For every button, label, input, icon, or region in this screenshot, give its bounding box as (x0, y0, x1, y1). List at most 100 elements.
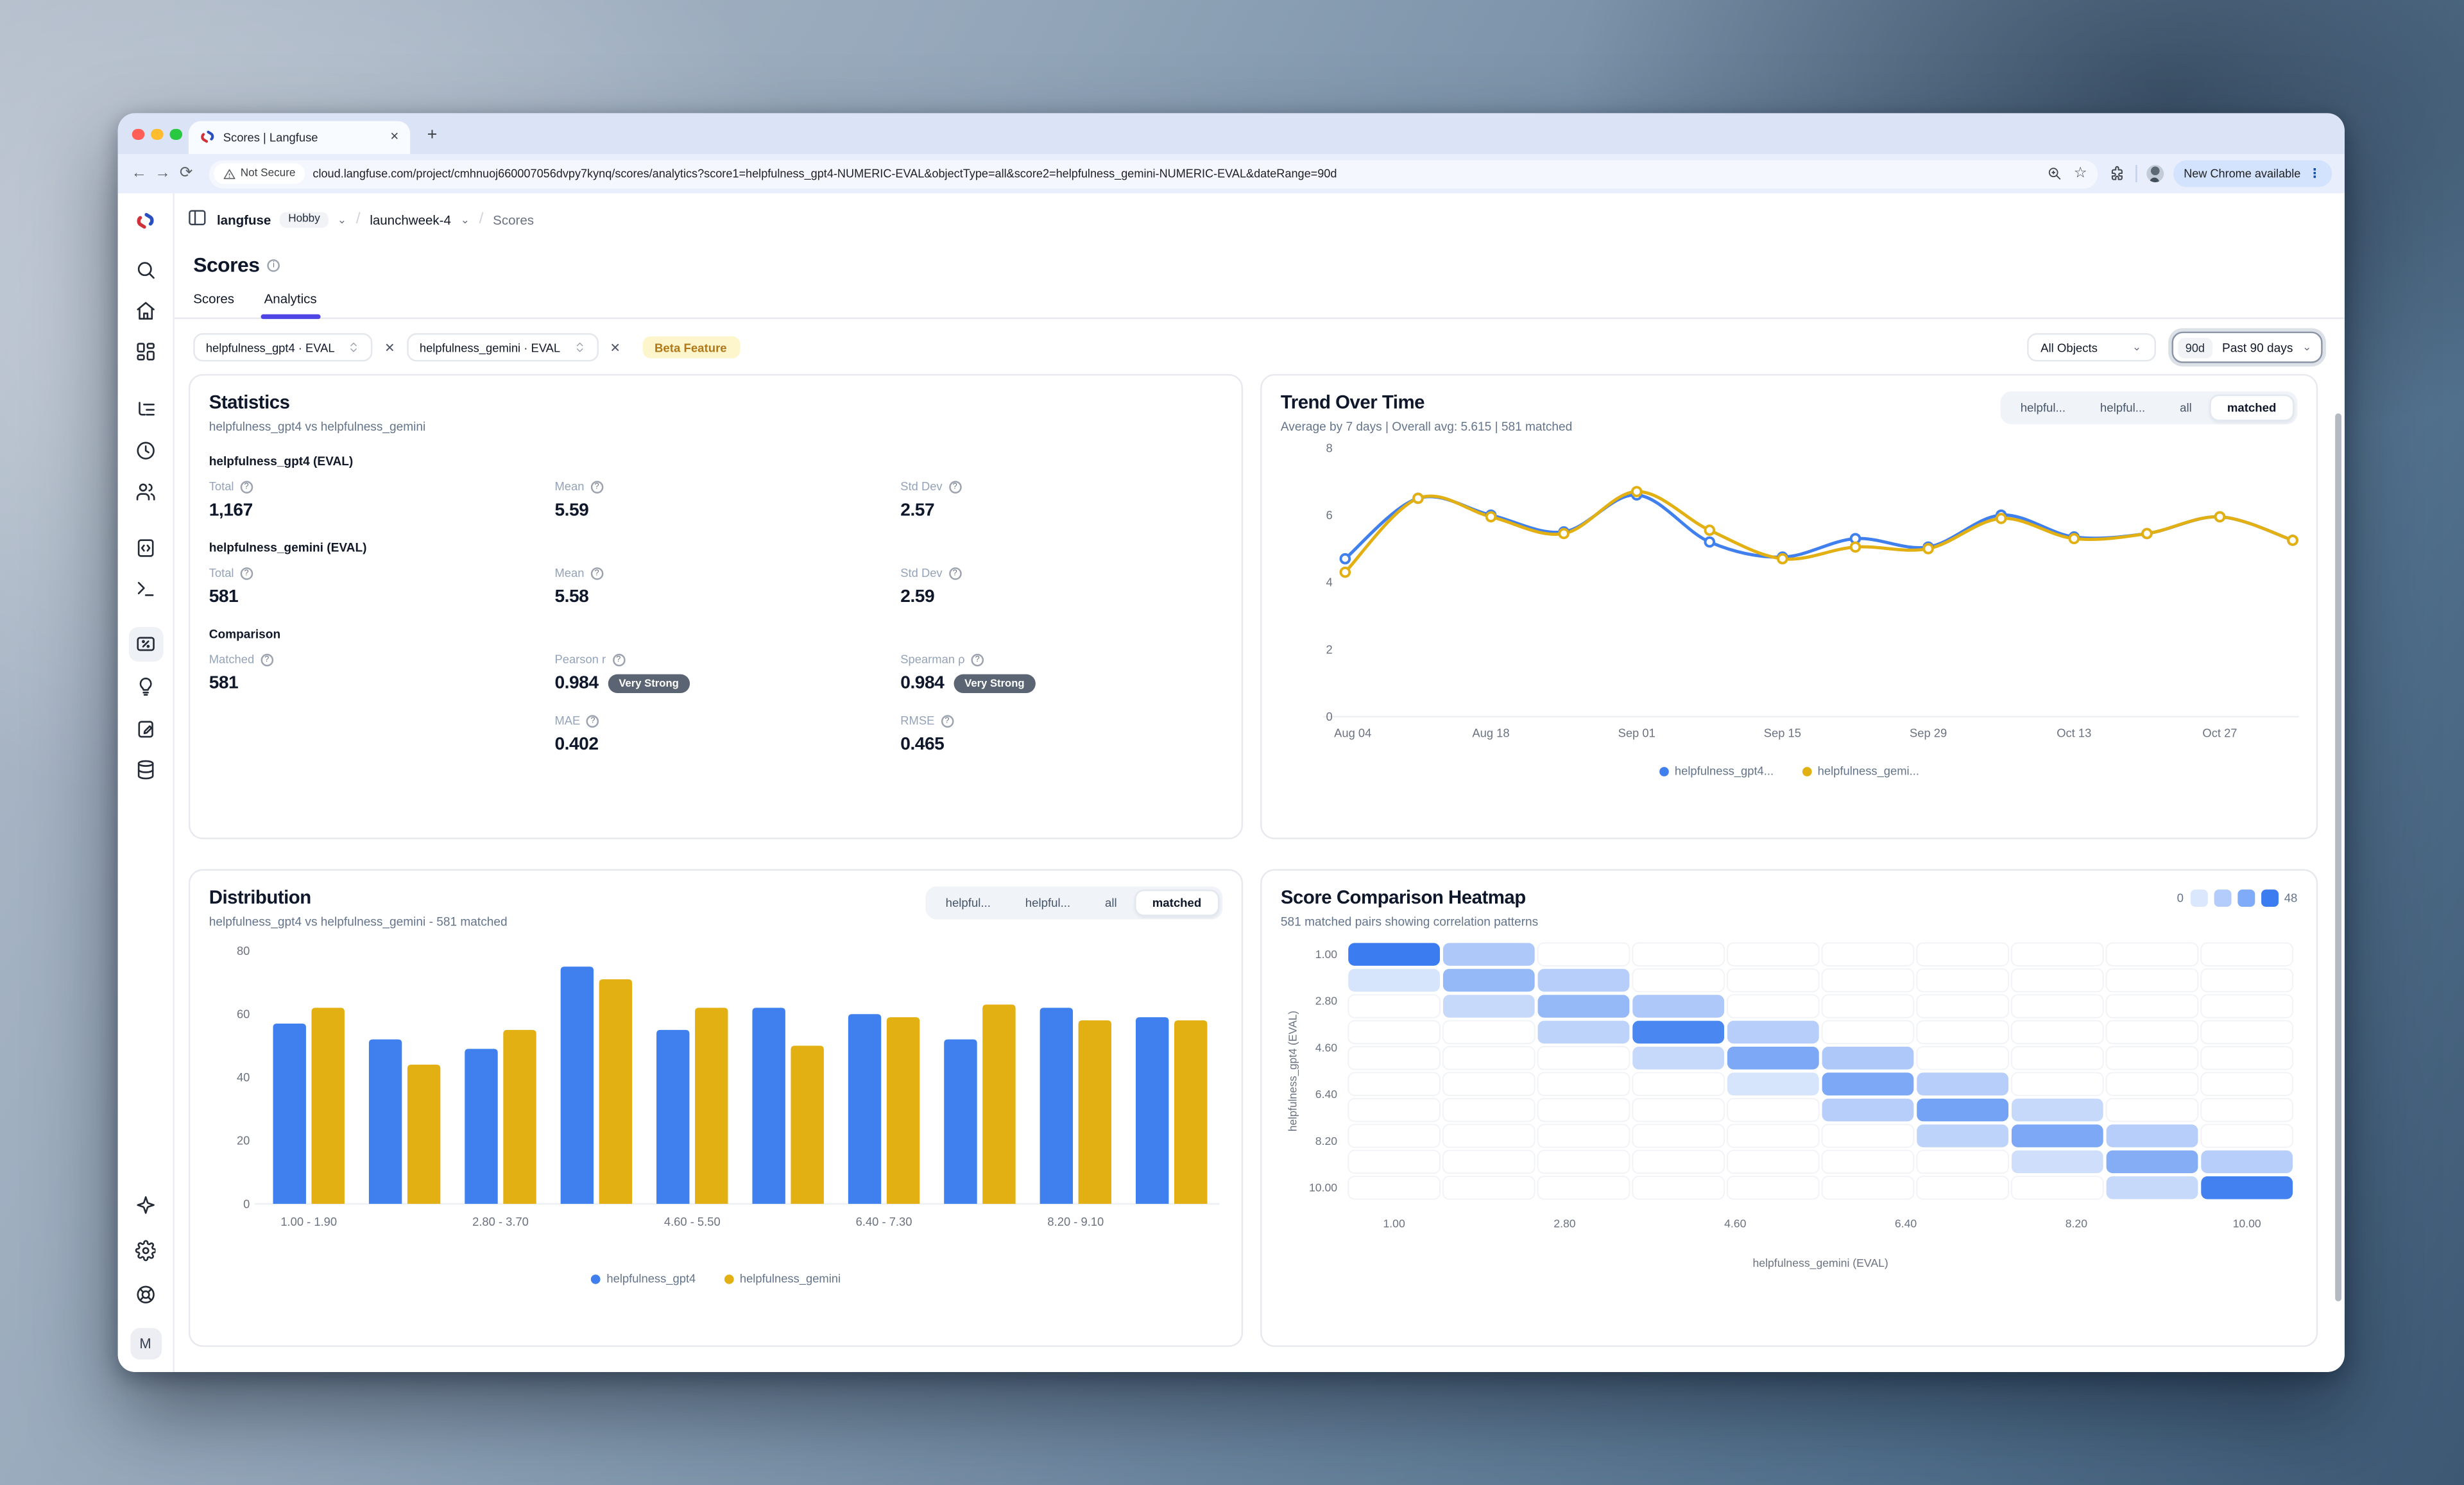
back-icon[interactable]: ← (131, 165, 147, 183)
svg-text:6.40: 6.40 (1895, 1217, 1917, 1230)
svg-text:Sep 15: Sep 15 (1764, 726, 1801, 740)
toggle-option-helpful[interactable]: helpful... (2100, 400, 2146, 415)
heatmap-chart: 1.00 2.80 4.60 6.40 8.20 10.00 1.00 2.80 4.60 6.4… (1286, 942, 2294, 1270)
reload-icon[interactable]: ⟳ (179, 165, 193, 183)
menu-kebab-icon[interactable]: ⋮ (2308, 166, 2322, 181)
close-window-button[interactable] (132, 128, 144, 140)
maximize-window-button[interactable] (169, 128, 182, 140)
sidebar-toggle-icon[interactable] (187, 207, 207, 231)
score1-clear-icon[interactable]: ✕ (384, 340, 395, 355)
legend-item: helpfulness_gpt4 (590, 1271, 696, 1285)
help-icon[interactable]: ? (240, 566, 253, 579)
help-icon[interactable]: ? (612, 653, 625, 666)
object-type-value: All Objects (2041, 340, 2098, 355)
zoom-icon[interactable] (2047, 167, 2061, 181)
annotation-icon (137, 721, 153, 739)
bookmark-star-icon[interactable]: ☆ (2073, 165, 2087, 183)
url-bar[interactable]: Not Secure cloud.langfuse.com/project/cm… (209, 159, 2098, 188)
scrollbar-thumb[interactable] (2334, 413, 2341, 1301)
stat-total: Total? 1,167 (209, 479, 253, 520)
tab-scores[interactable]: Scores (193, 291, 235, 307)
users-icon (136, 484, 155, 501)
sidebar-item-scores[interactable] (128, 627, 163, 662)
sidebar-item-dashboard[interactable] (128, 335, 163, 370)
help-icon[interactable]: ? (971, 653, 984, 666)
distribution-title: Distribution (209, 886, 312, 909)
help-icon[interactable]: ? (948, 566, 962, 579)
help-icon[interactable]: ? (586, 714, 599, 727)
toggle-option-all[interactable]: all (2180, 400, 2192, 415)
sidebar-item-sessions[interactable] (128, 434, 163, 468)
profile-avatar[interactable] (2146, 165, 2164, 183)
svg-text:4: 4 (1326, 576, 1333, 589)
forward-icon[interactable]: → (155, 165, 171, 183)
svg-text:60: 60 (237, 1008, 250, 1021)
extensions-puzzle-icon[interactable] (2109, 166, 2126, 182)
sidebar-item-users[interactable] (128, 475, 163, 510)
sidebar-item-evaluation[interactable] (128, 669, 163, 704)
help-icon[interactable]: ? (941, 714, 954, 727)
sidebar-item-prompts[interactable] (128, 531, 163, 566)
toggle-option-helpful[interactable]: helpful... (1025, 895, 1071, 910)
chevron-down-icon: ⌄ (2302, 342, 2312, 354)
tab-analytics[interactable]: Analytics (261, 291, 320, 320)
not-secure-chip[interactable]: Not Secure (214, 163, 305, 185)
org-name[interactable]: langfuse (216, 211, 271, 227)
sidebar-item-search[interactable] (128, 253, 163, 288)
sidebar-item-sparkle[interactable] (128, 1188, 163, 1223)
statistics-subtitle: helpfulness_gpt4 vs helpfulness_gemini (209, 419, 426, 434)
breadcrumb-separator: / (479, 210, 484, 228)
toggle-option-matched[interactable]: matched (2209, 394, 2295, 422)
datasets-icon (137, 760, 153, 780)
trend-subtitle: Average by 7 days | Overall avg: 5.615 |… (1280, 419, 1573, 434)
score1-select[interactable]: helpfulness_gpt4 · EVAL (193, 333, 373, 362)
help-icon[interactable]: ? (240, 480, 253, 493)
heatmap-legend-swatch (2237, 889, 2255, 907)
svg-text:2.80: 2.80 (1315, 995, 1338, 1008)
chrome-update-pill[interactable]: New Chrome available ⋮ (2173, 160, 2332, 187)
svg-text:2.80: 2.80 (1553, 1217, 1576, 1230)
stat-section-heading: helpfulness_gemini (EVAL) (209, 540, 367, 555)
new-tab-button[interactable]: + (427, 125, 438, 145)
help-icon[interactable]: ? (260, 653, 273, 666)
toggle-option-all[interactable]: all (1105, 895, 1117, 910)
date-range-picker[interactable]: 90d Past 90 days ⌄ (2171, 331, 2323, 363)
help-icon[interactable]: ? (590, 566, 603, 579)
svg-text:helpfulness_gpt4 (EVAL): helpfulness_gpt4 (EVAL) (1286, 1011, 1299, 1131)
browser-window: Scores | Langfuse ✕ + ← → ⟳ Not Secure c… (117, 113, 2345, 1372)
user-avatar[interactable]: M (130, 1328, 162, 1360)
toggle-option-helpful[interactable]: helpful... (2020, 400, 2066, 415)
statistics-panel: Statistics helpfulness_gpt4 vs helpfulne… (188, 373, 1244, 839)
sidebar-item-support[interactable] (128, 1278, 163, 1312)
sidebar-item-datasets[interactable] (128, 753, 163, 787)
score2-clear-icon[interactable]: ✕ (610, 340, 620, 355)
project-name[interactable]: launchweek-4 (370, 211, 451, 227)
tab-close-icon[interactable]: ✕ (389, 132, 400, 144)
score2-select[interactable]: helpfulness_gemini · EVAL (407, 333, 598, 362)
stat-mean: Mean? 5.59 (554, 479, 900, 520)
window-controls[interactable] (132, 128, 182, 140)
toggle-option-matched[interactable]: matched (1134, 889, 1220, 916)
stat-mae: MAE? 0.402 (554, 713, 599, 755)
svg-text:Oct 27: Oct 27 (2202, 726, 2237, 740)
sidebar-item-annotation[interactable] (128, 712, 163, 746)
object-type-select[interactable]: All Objects ⌄ (2026, 333, 2156, 362)
svg-text:40: 40 (237, 1070, 250, 1084)
filter-row: helpfulness_gpt4 · EVAL ✕ helpfulness_ge… (175, 319, 2345, 374)
svg-text:Aug 04: Aug 04 (1334, 726, 1371, 740)
help-icon[interactable]: ? (590, 480, 603, 493)
sidebar-item-playground[interactable] (128, 572, 163, 606)
org-chevron-down-icon[interactable]: ⌄ (337, 214, 347, 226)
minimize-window-button[interactable] (151, 128, 163, 140)
dashboard-icon (136, 343, 155, 361)
sidebar-item-home[interactable] (128, 294, 163, 329)
sidebar-item-settings[interactable] (128, 1233, 163, 1268)
toggle-option-helpful[interactable]: helpful... (945, 895, 991, 910)
project-chevron-down-icon[interactable]: ⌄ (460, 214, 470, 226)
browser-tab[interactable]: Scores | Langfuse ✕ (188, 120, 411, 155)
sidebar-item-tracing[interactable] (128, 393, 163, 427)
page-info-icon[interactable]: i (267, 258, 280, 271)
help-icon[interactable]: ? (948, 480, 962, 493)
svg-text:Aug 18: Aug 18 (1472, 726, 1509, 740)
